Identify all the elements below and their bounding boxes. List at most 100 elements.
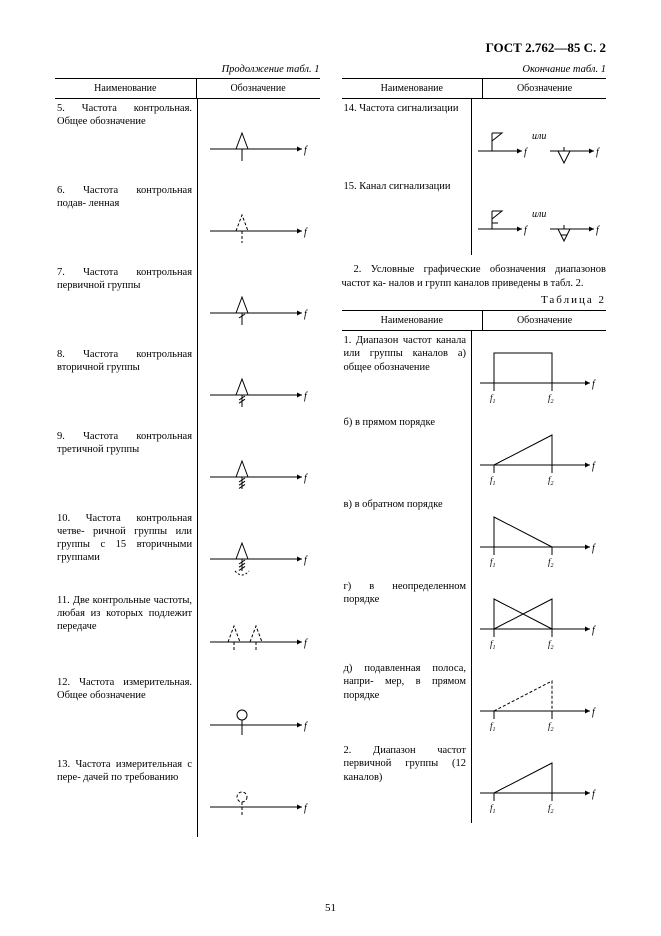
- name-cell: 1. Диапазон частот канала или группы кан…: [342, 331, 473, 413]
- name-cell: 12. Частота измерительная. Общее обознач…: [55, 673, 198, 755]
- svg-text:f: f: [592, 543, 596, 554]
- name-cell: 15. Канал сигнализации: [342, 177, 473, 255]
- symbol-cell: f: [198, 755, 319, 837]
- table2-label: Таблица 2: [342, 294, 607, 306]
- table-row: 8. Частота контрольная вторичной группы …: [55, 345, 320, 427]
- name-cell: 10. Частота контрольная четве- ричной гр…: [55, 509, 198, 591]
- symbol-cell: fили f: [472, 177, 606, 255]
- table-row: 13. Частота измерительная с пере- дачей …: [55, 755, 320, 837]
- name-cell: 11. Две контрольные частоты, любая из ко…: [55, 591, 198, 673]
- svg-text:f: f: [304, 309, 308, 320]
- name-cell: г) в неопределенном порядке: [342, 577, 473, 659]
- table-row: 15. Канал сигнализации fили f: [342, 177, 607, 255]
- name-cell: 14. Частота сигнализации: [342, 99, 473, 177]
- name-cell: б) в прямом порядке: [342, 413, 473, 495]
- table-row: в) в обратном порядке f f1 f2: [342, 495, 607, 577]
- name-cell: д) подавленная полоса, напри- мер, в пря…: [342, 659, 473, 741]
- symbol-cell: f: [198, 509, 319, 591]
- name-cell: 2. Диапазон частот первичной группы (12 …: [342, 741, 473, 823]
- head-cell: Обозначение: [483, 311, 606, 330]
- symbol-cell: f f1 f2: [472, 413, 606, 495]
- table-row: 2. Диапазон частот первичной группы (12 …: [342, 741, 607, 823]
- svg-text:f1: f1: [490, 803, 496, 815]
- name-cell: 7. Частота контрольная первичной группы: [55, 263, 198, 345]
- table-row: г) в неопределенном порядке f f1 f2: [342, 577, 607, 659]
- symbol-cell: f: [198, 181, 319, 263]
- svg-text:f1: f1: [490, 557, 496, 569]
- svg-text:f2: f2: [548, 721, 554, 733]
- svg-text:f: f: [304, 145, 308, 156]
- symbol-cell: f: [198, 345, 319, 427]
- name-cell: 5. Частота контрольная. Общее обозначени…: [55, 99, 198, 181]
- svg-text:f1: f1: [490, 639, 496, 651]
- right-bot-head: Наименование Обозначение: [342, 310, 607, 331]
- head-cell: Обозначение: [483, 79, 606, 98]
- svg-text:f1: f1: [490, 721, 496, 733]
- symbol-cell: f f1 f2: [472, 577, 606, 659]
- head-cell: Наименование: [342, 311, 484, 330]
- table-row: 6. Частота контрольная подав- ленная f: [55, 181, 320, 263]
- symbol-cell: f f1 f2: [472, 741, 606, 823]
- svg-text:f2: f2: [548, 393, 554, 405]
- svg-text:f: f: [304, 638, 308, 649]
- svg-text:f: f: [596, 147, 600, 158]
- table-row: 12. Частота измерительная. Общее обознач…: [55, 673, 320, 755]
- svg-text:f: f: [304, 391, 308, 402]
- svg-text:f: f: [304, 473, 308, 484]
- svg-text:f2: f2: [548, 639, 554, 651]
- table-row: 14. Частота сигнализации fили f: [342, 99, 607, 177]
- right-top-head: Наименование Обозначение: [342, 78, 607, 99]
- name-cell: 13. Частота измерительная с пере- дачей …: [55, 755, 198, 837]
- svg-text:f: f: [596, 225, 600, 236]
- svg-text:f: f: [592, 707, 596, 718]
- head-cell: Наименование: [342, 79, 484, 98]
- symbol-cell: f f1 f2: [472, 331, 606, 413]
- svg-text:f2: f2: [548, 803, 554, 815]
- left-table-head: Наименование Обозначение: [55, 78, 320, 99]
- right-top-caption: Окончание табл. 1: [342, 64, 607, 75]
- symbol-cell: f: [198, 99, 319, 181]
- svg-text:или: или: [532, 209, 546, 220]
- symbol-cell: f: [198, 591, 319, 673]
- svg-text:или: или: [532, 131, 546, 142]
- svg-text:f: f: [592, 625, 596, 636]
- svg-text:f2: f2: [548, 475, 554, 487]
- table-row: д) подавленная полоса, напри- мер, в пря…: [342, 659, 607, 741]
- left-column: Продолжение табл. 1 Наименование Обознач…: [55, 64, 320, 864]
- svg-text:f: f: [592, 461, 596, 472]
- name-cell: 9. Частота контрольная третичной группы: [55, 427, 198, 509]
- table-row: б) в прямом порядке f f1 f2: [342, 413, 607, 495]
- name-cell: 6. Частота контрольная подав- ленная: [55, 181, 198, 263]
- name-cell: в) в обратном порядке: [342, 495, 473, 577]
- table-row: 5. Частота контрольная. Общее обозначени…: [55, 99, 320, 181]
- svg-text:f: f: [304, 803, 308, 814]
- head-cell: Наименование: [55, 79, 197, 98]
- svg-text:f: f: [304, 721, 308, 732]
- name-cell: 8. Частота контрольная вторичной группы: [55, 345, 198, 427]
- table-row: 1. Диапазон частот канала или группы кан…: [342, 331, 607, 413]
- table-row: 7. Частота контрольная первичной группы …: [55, 263, 320, 345]
- right-column: Окончание табл. 1 Наименование Обозначен…: [342, 64, 607, 864]
- svg-text:f: f: [592, 379, 596, 390]
- table-row: 11. Две контрольные частоты, любая из ко…: [55, 591, 320, 673]
- page-number: 51: [0, 902, 661, 914]
- symbol-cell: f f1 f2: [472, 495, 606, 577]
- symbol-cell: f f1 f2: [472, 659, 606, 741]
- svg-text:f: f: [304, 227, 308, 238]
- svg-text:f: f: [304, 555, 308, 566]
- head-cell: Обозначение: [197, 79, 320, 98]
- table-row: 9. Частота контрольная третичной группы …: [55, 427, 320, 509]
- doc-header: ГОСТ 2.762—85 С. 2: [55, 40, 606, 56]
- svg-text:f: f: [592, 789, 596, 800]
- svg-text:f2: f2: [548, 557, 554, 569]
- symbol-cell: f: [198, 673, 319, 755]
- svg-text:f1: f1: [490, 393, 496, 405]
- svg-text:f1: f1: [490, 475, 496, 487]
- svg-text:f: f: [524, 147, 528, 158]
- left-caption: Продолжение табл. 1: [55, 64, 320, 75]
- mid-paragraph: 2. Условные графические обозначения диап…: [342, 263, 607, 290]
- symbol-cell: fили f: [472, 99, 606, 177]
- table-row: 10. Частота контрольная четве- ричной гр…: [55, 509, 320, 591]
- symbol-cell: f: [198, 263, 319, 345]
- svg-text:f: f: [524, 225, 528, 236]
